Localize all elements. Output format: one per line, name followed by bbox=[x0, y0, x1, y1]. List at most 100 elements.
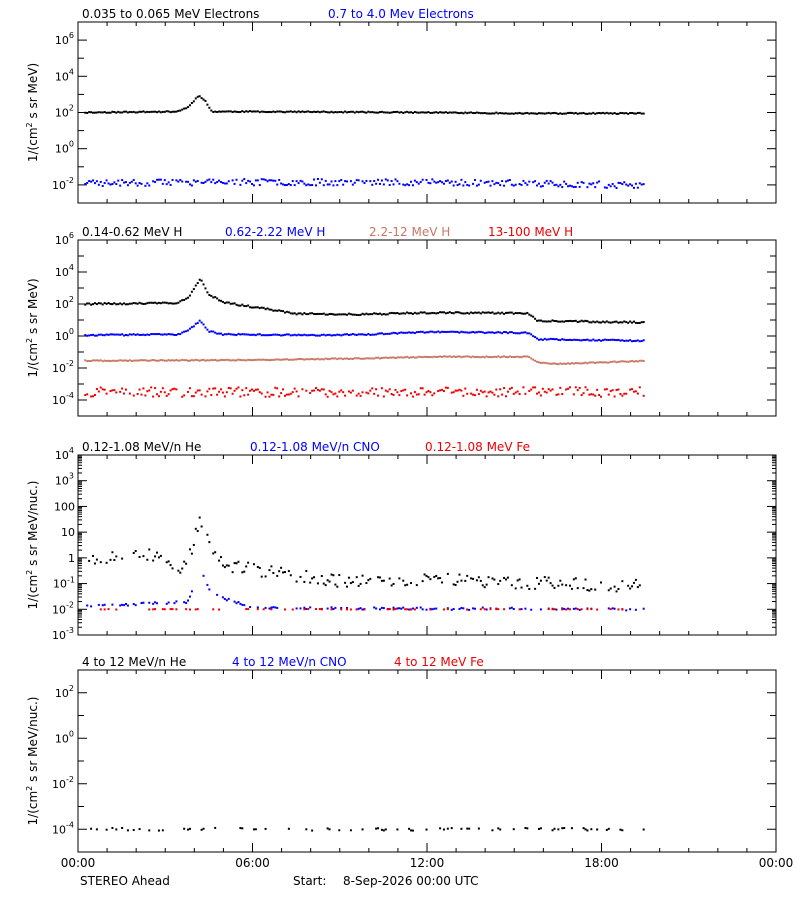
data-point bbox=[545, 579, 548, 582]
data-point bbox=[90, 303, 93, 306]
data-point bbox=[280, 334, 283, 337]
data-point bbox=[264, 334, 267, 337]
data-point bbox=[510, 584, 513, 587]
data-point bbox=[384, 332, 387, 335]
data-point bbox=[532, 386, 535, 389]
data-point bbox=[547, 608, 550, 611]
data-point bbox=[347, 312, 350, 315]
y-tick-label: 104 bbox=[55, 263, 74, 279]
data-point bbox=[642, 607, 645, 610]
data-point bbox=[332, 184, 335, 187]
data-point bbox=[638, 359, 641, 362]
data-point bbox=[530, 608, 533, 611]
data-point bbox=[394, 357, 397, 360]
data-point bbox=[90, 334, 93, 337]
data-point bbox=[200, 181, 203, 184]
data-point bbox=[305, 184, 308, 187]
data-point bbox=[115, 333, 118, 336]
data-point bbox=[167, 110, 170, 113]
data-point bbox=[429, 330, 432, 333]
data-point bbox=[413, 179, 416, 182]
data-point bbox=[287, 570, 290, 573]
data-point bbox=[386, 179, 389, 182]
data-point bbox=[276, 110, 279, 113]
data-point bbox=[378, 357, 381, 360]
data-point bbox=[596, 320, 599, 323]
data-point bbox=[303, 608, 306, 611]
data-point bbox=[625, 112, 628, 115]
data-point bbox=[192, 288, 195, 291]
data-point bbox=[603, 338, 606, 341]
data-point bbox=[119, 604, 122, 607]
data-point bbox=[596, 828, 599, 831]
data-point bbox=[297, 182, 300, 185]
data-point bbox=[636, 322, 639, 325]
data-point bbox=[568, 386, 571, 389]
data-point bbox=[245, 182, 248, 185]
data-point bbox=[446, 608, 449, 611]
data-point bbox=[287, 183, 290, 186]
data-point bbox=[117, 110, 120, 113]
data-point bbox=[355, 576, 358, 579]
data-point bbox=[601, 361, 604, 364]
data-point bbox=[417, 355, 420, 358]
data-point bbox=[406, 110, 409, 113]
data-point bbox=[390, 179, 393, 182]
data-point bbox=[594, 321, 597, 324]
data-point bbox=[301, 388, 304, 391]
data-point bbox=[607, 183, 610, 186]
data-point bbox=[425, 391, 428, 394]
data-point bbox=[423, 311, 426, 314]
data-point bbox=[218, 110, 221, 113]
data-point bbox=[568, 338, 571, 341]
data-point bbox=[316, 110, 319, 113]
data-point bbox=[258, 184, 261, 187]
data-point bbox=[586, 388, 589, 391]
data-point bbox=[252, 184, 255, 187]
data-point bbox=[148, 389, 151, 392]
data-point bbox=[617, 360, 620, 363]
data-point bbox=[105, 828, 108, 831]
data-point bbox=[351, 332, 354, 335]
data-point bbox=[328, 389, 331, 392]
data-point bbox=[88, 179, 91, 182]
data-point bbox=[508, 311, 511, 314]
data-point bbox=[175, 110, 178, 113]
data-point bbox=[415, 312, 418, 315]
data-point bbox=[555, 320, 558, 323]
data-point bbox=[499, 312, 502, 315]
data-point bbox=[233, 110, 236, 113]
data-point bbox=[522, 312, 525, 315]
data-point bbox=[303, 111, 306, 114]
data-point bbox=[152, 110, 155, 113]
data-point bbox=[435, 312, 438, 315]
data-point bbox=[185, 297, 188, 300]
data-point bbox=[510, 606, 513, 609]
data-point bbox=[163, 301, 166, 304]
data-point bbox=[491, 112, 494, 115]
data-point bbox=[322, 184, 325, 187]
data-point bbox=[551, 388, 554, 391]
data-point bbox=[316, 582, 319, 585]
data-point bbox=[254, 334, 257, 337]
data-point bbox=[491, 391, 494, 394]
data-point bbox=[190, 102, 193, 105]
data-point bbox=[243, 333, 246, 336]
data-point bbox=[229, 110, 232, 113]
data-point bbox=[495, 388, 498, 391]
data-point bbox=[124, 333, 127, 336]
data-point bbox=[475, 331, 478, 334]
data-point bbox=[611, 360, 614, 363]
data-point bbox=[268, 569, 271, 572]
data-point bbox=[600, 339, 603, 342]
data-point bbox=[295, 580, 298, 583]
data-point bbox=[375, 312, 378, 315]
data-point bbox=[313, 576, 316, 579]
data-point bbox=[297, 395, 300, 398]
data-point bbox=[175, 358, 178, 361]
data-point bbox=[136, 392, 139, 395]
data-point bbox=[613, 111, 616, 114]
data-point bbox=[590, 361, 593, 364]
data-point bbox=[324, 357, 327, 360]
data-point bbox=[565, 112, 568, 115]
